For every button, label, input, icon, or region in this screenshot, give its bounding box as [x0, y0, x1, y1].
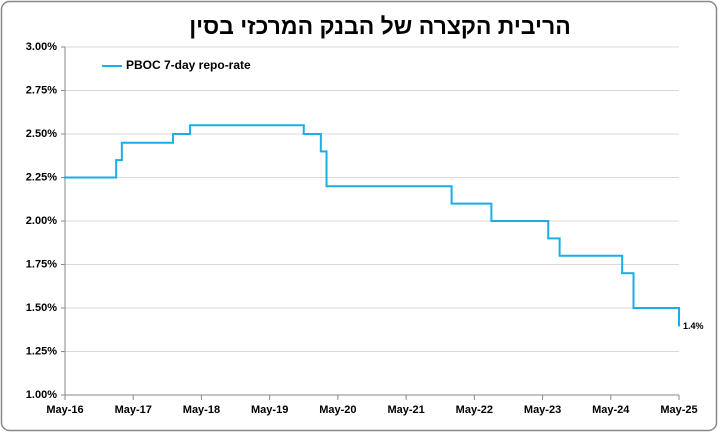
legend-label: PBOC 7-day repo-rate	[126, 58, 251, 72]
x-tick-label: May-23	[524, 404, 561, 416]
x-tick-label: May-21	[387, 404, 424, 416]
y-tick-label: 1.25%	[26, 345, 57, 357]
x-tick-label: May-16	[46, 404, 83, 416]
data-label: 1.4%	[683, 321, 704, 331]
y-tick-label: 2.50%	[26, 128, 57, 140]
x-tick-label: May-18	[183, 404, 220, 416]
x-tick-label: May-24	[592, 404, 630, 416]
chart-title: הריבית הקצרה של הבנק המרכזי בסין	[189, 13, 571, 39]
y-tick-label: 2.25%	[26, 171, 57, 183]
y-tick-label: 2.75%	[26, 84, 57, 96]
y-tick-label: 3.00%	[26, 41, 57, 53]
x-tick-label: May-19	[251, 404, 288, 416]
y-tick-label: 1.75%	[26, 258, 57, 270]
x-tick-label: May-20	[319, 404, 356, 416]
y-tick-label: 2.00%	[26, 215, 57, 227]
y-tick-label: 1.00%	[26, 389, 57, 401]
x-tick-label: May-25	[660, 404, 697, 416]
y-tick-label: 1.50%	[26, 302, 57, 314]
x-tick-label: May-22	[456, 404, 493, 416]
x-tick-label: May-17	[115, 404, 152, 416]
